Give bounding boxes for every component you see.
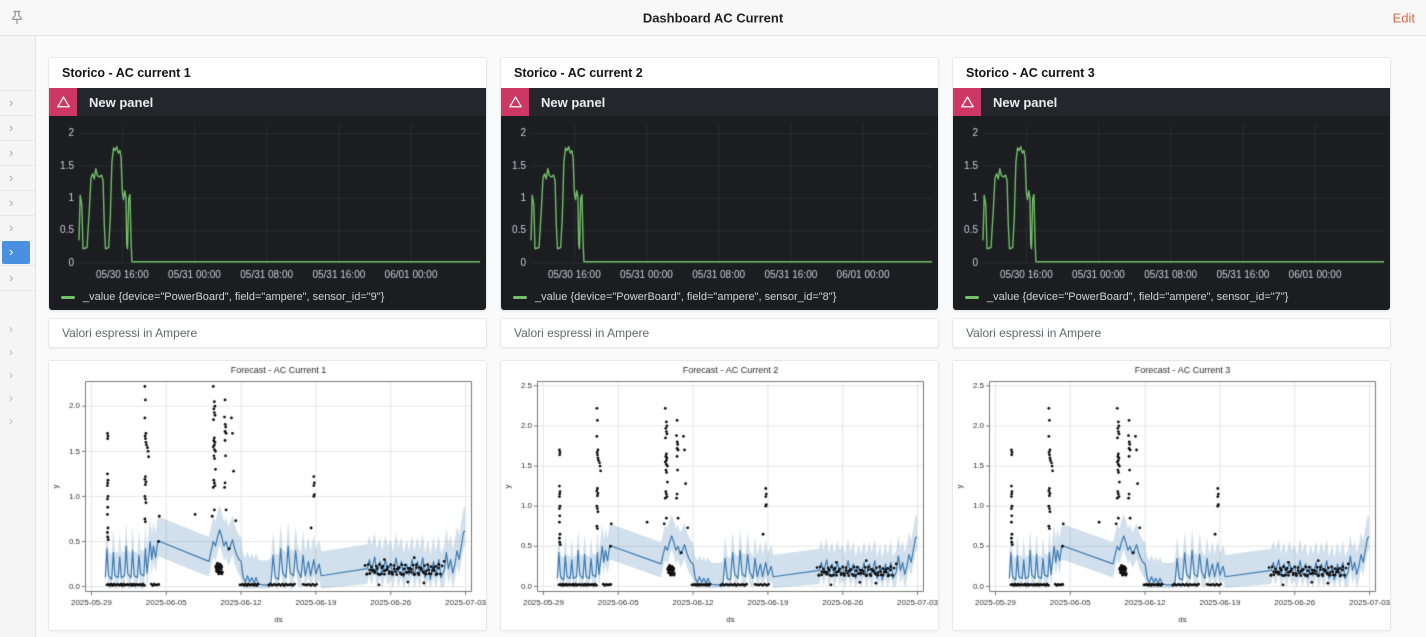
legend-series-dash bbox=[61, 295, 75, 299]
storico-card-title: Storico - AC current 1 bbox=[62, 66, 191, 80]
chevron-right-icon: › bbox=[9, 119, 14, 135]
sidebar-expand-button[interactable]: › bbox=[0, 215, 35, 240]
storico-card: Storico - AC current 1 New panel _value … bbox=[48, 57, 487, 311]
forecast-chart-canvas bbox=[501, 361, 938, 628]
caption-card: Valori espressi in Ampere bbox=[500, 318, 939, 348]
grafana-panel-title[interactable]: New panel bbox=[89, 94, 154, 110]
chevron-right-icon: › bbox=[9, 244, 14, 259]
grafana-panel-title[interactable]: New panel bbox=[993, 94, 1058, 110]
legend-series-dash bbox=[965, 295, 979, 299]
alert-triangle-icon[interactable] bbox=[501, 88, 529, 116]
storico-card-title: Storico - AC current 2 bbox=[514, 66, 643, 80]
sidebar-nav: › › › › › › › › › › › › › bbox=[0, 36, 36, 637]
legend-series-label[interactable]: _value {device="PowerBoard", field="ampe… bbox=[987, 291, 1289, 303]
forecast-chart-canvas bbox=[49, 361, 486, 628]
forecast-card bbox=[48, 360, 487, 631]
sidebar-expand-button[interactable]: › bbox=[0, 190, 35, 215]
sidebar-expand-button[interactable]: › bbox=[0, 386, 35, 409]
chevron-right-icon: › bbox=[9, 144, 14, 160]
storico-chart-canvas[interactable] bbox=[49, 116, 486, 285]
sidebar-expand-button[interactable]: › bbox=[0, 115, 35, 140]
pin-icon[interactable] bbox=[6, 6, 28, 28]
legend-series-dash bbox=[513, 295, 527, 299]
chevron-right-icon: › bbox=[9, 413, 13, 428]
grafana-panel-header: New panel bbox=[501, 88, 938, 116]
sidebar-expand-button[interactable]: › bbox=[0, 363, 35, 386]
sidebar-expand-button[interactable]: › bbox=[0, 409, 35, 432]
alert-triangle-icon[interactable] bbox=[49, 88, 77, 116]
alert-triangle-icon[interactable] bbox=[953, 88, 981, 116]
grafana-panel: New panel _value {device="PowerBoard", f… bbox=[501, 88, 938, 310]
chevron-right-icon: › bbox=[9, 94, 14, 110]
dashboard-column-2: Storico - AC current 2 New panel _value … bbox=[500, 35, 939, 637]
storico-chart-canvas[interactable] bbox=[501, 116, 938, 285]
forecast-card bbox=[952, 360, 1391, 631]
legend-series-label[interactable]: _value {device="PowerBoard", field="ampe… bbox=[83, 291, 385, 303]
chevron-right-icon: › bbox=[9, 269, 14, 285]
edit-link[interactable]: Edit bbox=[1392, 10, 1415, 25]
grafana-panel: New panel _value {device="PowerBoard", f… bbox=[953, 88, 1390, 310]
forecast-chart-canvas bbox=[953, 361, 1390, 628]
sidebar-expand-button[interactable]: › bbox=[0, 340, 35, 363]
sidebar-row-group-bottom: › › › › › bbox=[0, 317, 35, 432]
caption-card: Valori espressi in Ampere bbox=[952, 318, 1391, 348]
sidebar-expand-button[interactable]: › bbox=[0, 265, 35, 290]
legend-row[interactable]: _value {device="PowerBoard", field="ampe… bbox=[953, 285, 1390, 309]
sidebar-expand-button[interactable]: › bbox=[0, 90, 35, 115]
chevron-right-icon: › bbox=[9, 390, 13, 405]
grafana-panel: New panel _value {device="PowerBoard", f… bbox=[49, 88, 486, 310]
chevron-right-icon: › bbox=[9, 321, 13, 336]
storico-chart-canvas[interactable] bbox=[953, 116, 1390, 285]
chevron-right-icon: › bbox=[9, 194, 14, 210]
storico-card: Storico - AC current 2 New panel _value … bbox=[500, 57, 939, 311]
chevron-right-icon: › bbox=[9, 367, 13, 382]
chevron-right-icon: › bbox=[9, 344, 13, 359]
sidebar-expand-button[interactable]: › bbox=[0, 140, 35, 165]
storico-card: Storico - AC current 3 New panel _value … bbox=[952, 57, 1391, 311]
page-title: Dashboard AC Current bbox=[642, 10, 784, 25]
caption-card: Valori espressi in Ampere bbox=[48, 318, 487, 348]
legend-row[interactable]: _value {device="PowerBoard", field="ampe… bbox=[501, 285, 938, 309]
sidebar-expand-button[interactable]: › bbox=[0, 165, 35, 190]
forecast-card bbox=[500, 360, 939, 631]
grafana-panel-header: New panel bbox=[49, 88, 486, 116]
chevron-right-icon: › bbox=[9, 219, 14, 235]
dashboard-column-1: Storico - AC current 1 New panel _value … bbox=[48, 35, 487, 637]
grafana-panel-title[interactable]: New panel bbox=[541, 94, 606, 110]
legend-series-label[interactable]: _value {device="PowerBoard", field="ampe… bbox=[535, 291, 837, 303]
sidebar-row-group-top: › › › › › › › › bbox=[0, 90, 35, 291]
legend-row[interactable]: _value {device="PowerBoard", field="ampe… bbox=[49, 285, 486, 309]
sidebar-expand-button[interactable]: › bbox=[2, 241, 30, 264]
sidebar-expand-button[interactable]: › bbox=[0, 317, 35, 340]
storico-card-title: Storico - AC current 3 bbox=[966, 66, 1095, 80]
chevron-right-icon: › bbox=[9, 169, 14, 185]
top-header: Dashboard AC Current Edit bbox=[0, 0, 1426, 36]
grafana-panel-header: New panel bbox=[953, 88, 1390, 116]
dashboard-column-3: Storico - AC current 3 New panel _value … bbox=[952, 35, 1391, 637]
